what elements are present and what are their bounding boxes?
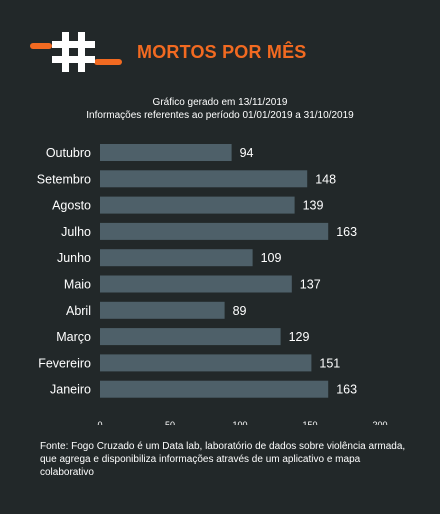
value-label: 148 [315,172,336,186]
period-text: Informações referentes ao período 01/01/… [86,110,354,121]
value-label: 151 [319,356,340,370]
x-tick-label: 0 [97,420,102,425]
bar [100,380,329,398]
value-label: 163 [336,225,357,239]
bar-chart: Outubro 94 Setembro 148 Agosto 139 Julho 163 Jun… [37,144,388,425]
x-tick-label: 100 [232,420,247,425]
category-label: Março [56,330,91,344]
x-tick-label: 200 [372,420,387,425]
value-label: 89 [233,304,247,318]
value-label: 137 [300,278,321,292]
category-label: Maio [64,278,91,292]
category-label: Junho [57,251,91,265]
x-tick-label: 50 [165,420,175,425]
source-note: Fonte: Fogo Cruzado é um Data lab, labor… [40,441,406,478]
bar [100,328,281,346]
value-label: 94 [240,146,254,160]
category-label: Outubro [46,146,91,160]
bar [100,196,295,214]
bar [100,275,292,293]
x-tick-label: 150 [302,420,317,425]
chart-meta: Gráfico gerado em 13/11/2019 Informações… [0,96,440,122]
category-label: Julho [61,225,91,239]
bar [100,170,308,188]
category-label: Agosto [52,199,91,213]
category-label: Setembro [37,172,91,186]
category-label: Fevereiro [38,356,91,370]
generated-date-text: Gráfico gerado em 13/11/2019 [152,97,288,108]
category-label: Janeiro [50,383,91,397]
value-label: 139 [303,199,324,213]
bar [100,222,329,240]
bar [100,301,225,319]
header: MORTOS POR MÊS [0,0,440,95]
fogo-cruzado-logo-icon [30,32,122,72]
page-title: MORTOS POR MÊS [137,42,307,62]
value-label: 163 [336,383,357,397]
bar [100,144,232,161]
value-label: 129 [289,330,310,344]
bar [100,354,312,372]
category-label: Abril [66,304,91,318]
value-label: 109 [261,251,282,265]
bar [100,249,253,267]
